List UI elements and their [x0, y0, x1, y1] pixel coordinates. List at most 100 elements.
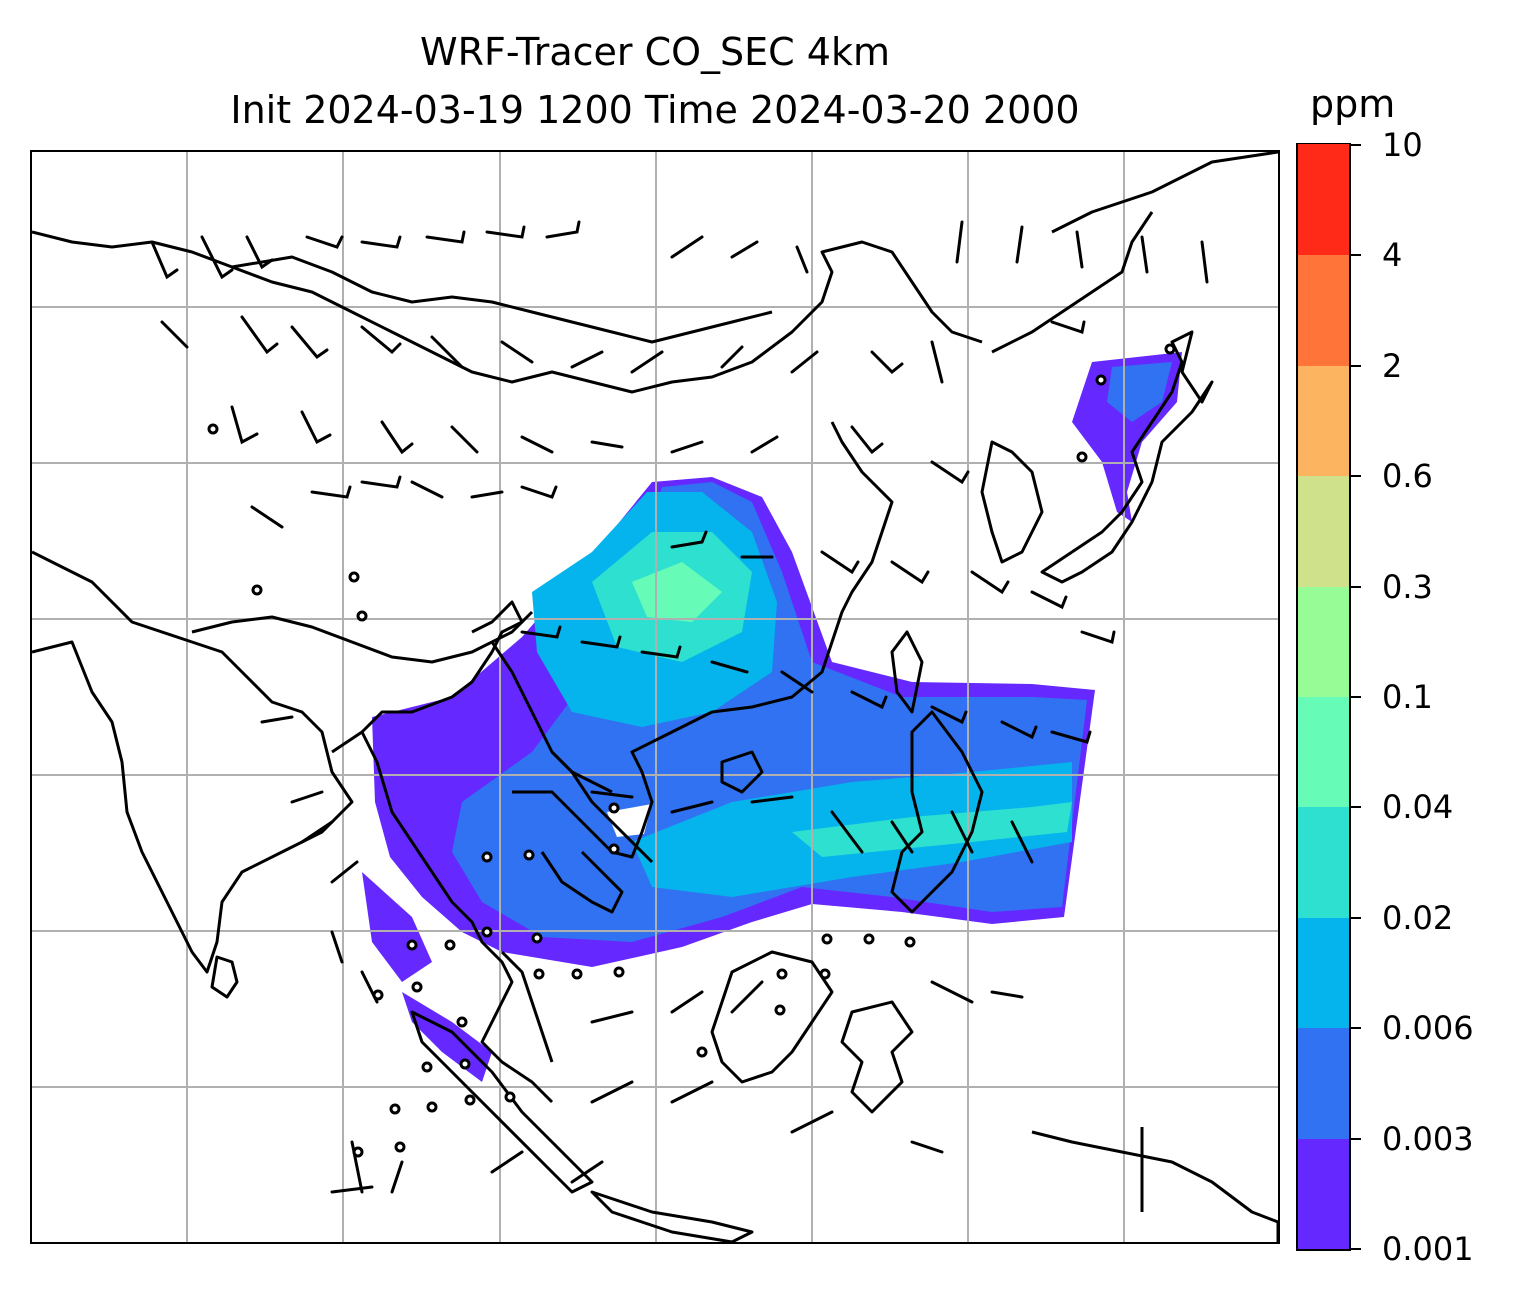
wind-barb	[160, 320, 189, 349]
map-title-line1: WRF-Tracer CO_SEC 4km	[420, 30, 890, 74]
colorbar-segment	[1298, 144, 1349, 256]
tracer-concentration-field	[362, 352, 1182, 1082]
coast-sumatra	[410, 1010, 594, 1194]
colorbar-segment	[1298, 365, 1349, 477]
colorbar-tick	[1351, 696, 1361, 698]
calm-wind-circle	[464, 1094, 476, 1106]
calm-wind-circle	[774, 1004, 786, 1016]
coast-russia-east	[991, 211, 1154, 354]
colorbar-tick	[1351, 585, 1361, 588]
coast-philippines	[890, 710, 984, 914]
wind-barb	[300, 820, 334, 844]
calm-wind-circle	[608, 802, 620, 814]
wind-barb	[790, 350, 819, 374]
colorbar-tick-label: 2	[1382, 346, 1403, 385]
wind-barb	[955, 220, 964, 264]
calm-wind-circle	[481, 926, 493, 938]
coast-hainan	[720, 750, 764, 794]
wind-barb	[200, 235, 234, 280]
wind-barb	[730, 240, 759, 259]
wind-barb	[910, 1140, 944, 1154]
wind-barb	[970, 570, 1010, 595]
wind-barb	[490, 1150, 524, 1174]
wind-barb	[795, 245, 809, 274]
calm-wind-circle	[1076, 451, 1088, 463]
wind-barb	[1015, 225, 1024, 264]
colorbar-tick	[1351, 254, 1361, 257]
colorbar-segment	[1298, 1027, 1349, 1139]
calm-wind-circle	[406, 939, 418, 951]
calm-wind-circle	[411, 981, 423, 993]
wind-barb	[330, 1185, 374, 1194]
wind-barb	[485, 225, 526, 239]
wind-barb	[330, 860, 359, 884]
colorbar-tick-label: 10	[1382, 126, 1423, 164]
wind-barb	[670, 800, 714, 814]
wind-barb	[590, 1080, 634, 1104]
map-canvas	[32, 152, 1278, 1242]
wind-barb	[580, 635, 622, 649]
border-laos	[550, 750, 654, 864]
border-china-north	[32, 230, 983, 394]
calm-wind-circle	[776, 968, 788, 980]
colorbar-segment	[1298, 806, 1349, 918]
calm-wind-circle	[608, 843, 620, 855]
calm-wind-circle	[207, 423, 219, 435]
tracer-band-strait	[362, 872, 432, 982]
colorbar-tick	[1351, 1137, 1361, 1140]
wind-barb	[830, 810, 864, 854]
coast-new-guinea	[1031, 1127, 1278, 1242]
calm-wind-circle	[863, 933, 875, 945]
wind-barb	[570, 350, 604, 369]
colorbar-tick-label: 4	[1382, 236, 1403, 275]
wind-barb	[1030, 590, 1068, 610]
wind-barb	[520, 625, 562, 639]
colorbar-segment	[1298, 475, 1349, 587]
colorbar-tick-label: 0.003	[1382, 1119, 1474, 1158]
wind-barb	[890, 560, 930, 585]
wind-barb	[545, 220, 581, 239]
calm-wind-circle	[821, 933, 833, 945]
wind-barb	[730, 980, 764, 1014]
calm-wind-circle	[426, 1101, 438, 1113]
calm-wind-circle	[613, 966, 625, 978]
wind-barb	[630, 350, 664, 374]
wind-barb	[930, 705, 968, 725]
wind-barb	[710, 660, 749, 674]
wind-barb	[380, 420, 414, 455]
calm-wind-circle	[372, 989, 384, 1001]
calm-wind-circle	[1164, 343, 1176, 355]
calm-wind-circle	[531, 932, 543, 944]
colorbar-segment	[1298, 1138, 1349, 1249]
wind-barb	[330, 930, 344, 964]
calm-wind-circle	[459, 1058, 471, 1070]
colorbar-tick	[1351, 1027, 1361, 1030]
wind-barb	[360, 235, 402, 249]
wind-barb	[1050, 320, 1086, 334]
coast-taiwan	[890, 630, 924, 714]
coast-java	[590, 1190, 754, 1242]
wind-barb	[850, 425, 884, 455]
map-panel[interactable]	[30, 150, 1280, 1244]
wind-barb	[520, 485, 558, 499]
wind-barb	[780, 670, 814, 694]
wind-barb	[150, 240, 179, 280]
colorbar-tick-label: 0.04	[1382, 788, 1454, 827]
wind-barb	[290, 790, 324, 804]
calm-wind-circle	[251, 584, 263, 596]
calm-wind-circle	[1095, 374, 1107, 386]
colorbar-tick	[1351, 1248, 1361, 1250]
coast-korea	[980, 440, 1044, 564]
wind-barb	[240, 315, 279, 355]
wind-barb	[670, 235, 704, 259]
calm-wind-circle	[356, 610, 368, 622]
wind-barb	[230, 405, 259, 445]
wind-barb	[1200, 240, 1209, 284]
colorbar	[1296, 143, 1351, 1251]
coast-gulf-thailand	[540, 850, 624, 914]
calm-wind-circle	[444, 939, 456, 951]
wind-barbs	[150, 220, 1209, 1194]
border-mongolia	[231, 255, 773, 344]
colorbar-segment	[1298, 696, 1349, 808]
wind-barb	[360, 475, 402, 489]
